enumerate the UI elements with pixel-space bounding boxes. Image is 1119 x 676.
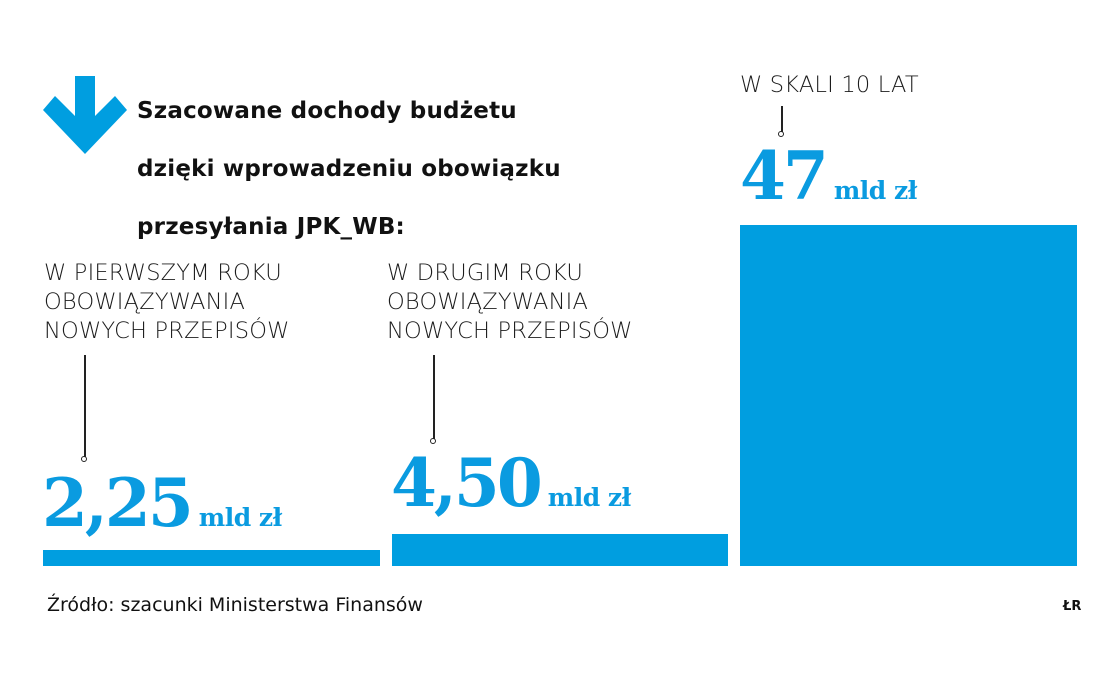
- title-line-3: przesyłania JPK_WB:: [137, 214, 405, 240]
- bar-2-pointer-dot: [430, 438, 436, 444]
- bar-2-value-unit: mld zł: [547, 483, 631, 512]
- bar-2: [392, 534, 728, 566]
- bar-1-pointer-dot: [81, 456, 87, 462]
- bar-3-pointer-dot: [778, 131, 784, 137]
- bar-2-pointer-line: [433, 355, 435, 440]
- author-credit: ŁR: [1063, 599, 1082, 614]
- down-arrow-icon: [43, 76, 127, 154]
- bar-1-value: 2,25 mld zł: [42, 470, 282, 536]
- bar-3-value-number: 47: [740, 137, 829, 215]
- bar-3-value: 47 mld zł: [740, 143, 917, 209]
- bar-3: [740, 225, 1077, 566]
- chart-title: Szacowane dochody budżetu dzięki wprowad…: [137, 68, 561, 271]
- bar-3-value-unit: mld zł: [833, 176, 917, 205]
- bar-3-pointer-line: [781, 106, 783, 132]
- bar-1: [43, 550, 380, 566]
- title-line-1: Szacowane dochody budżetu: [137, 98, 517, 124]
- bar-2-value-number: 4,50: [391, 444, 543, 522]
- bar-2-label: W DRUGIM ROKU OBOWIĄZYWANIA NOWYCH PRZEP…: [387, 260, 633, 344]
- bar-3-label: W SKALI 10 LAT: [740, 72, 919, 98]
- bar-1-value-number: 2,25: [42, 464, 194, 542]
- bar-1-label: W PIERWSZYM ROKU OBOWIĄZYWANIA NOWYCH PR…: [44, 260, 290, 344]
- bar-2-value: 4,50 mld zł: [391, 450, 631, 516]
- bar-1-value-unit: mld zł: [198, 503, 282, 532]
- title-line-2: dzięki wprowadzeniu obowiązku: [137, 156, 561, 182]
- bar-1-pointer-line: [84, 355, 86, 458]
- source-note: Źródło: szacunki Ministerstwa Finansów: [47, 594, 423, 616]
